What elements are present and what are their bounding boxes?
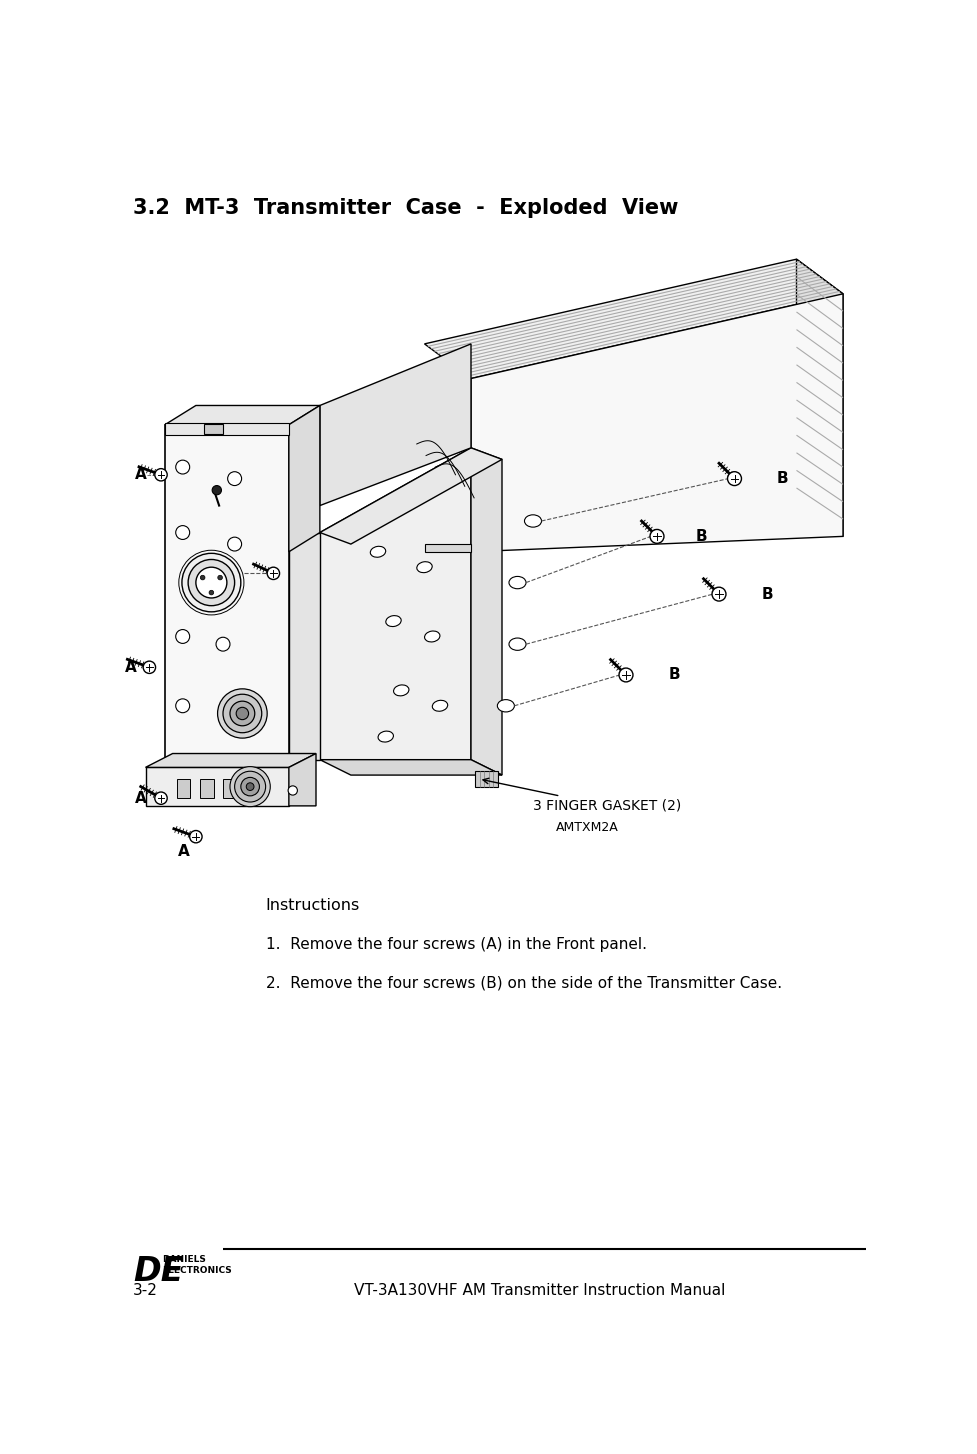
Polygon shape bbox=[165, 425, 288, 768]
Polygon shape bbox=[165, 756, 288, 768]
Text: DANIELS: DANIELS bbox=[162, 1255, 206, 1264]
Circle shape bbox=[182, 554, 240, 612]
Polygon shape bbox=[288, 753, 316, 806]
Text: B: B bbox=[668, 667, 680, 682]
Text: 3 FINGER GASKET (2): 3 FINGER GASKET (2) bbox=[483, 778, 681, 813]
Text: A: A bbox=[135, 791, 147, 806]
Circle shape bbox=[727, 471, 741, 486]
Circle shape bbox=[618, 667, 632, 682]
Text: VT-3A130VHF AM Transmitter Instruction Manual: VT-3A130VHF AM Transmitter Instruction M… bbox=[354, 1284, 725, 1298]
Ellipse shape bbox=[378, 731, 393, 742]
Text: A: A bbox=[124, 660, 136, 675]
Text: 2.  Remove the four screws (B) on the side of the Transmitter Case.: 2. Remove the four screws (B) on the sid… bbox=[266, 976, 781, 990]
Polygon shape bbox=[223, 779, 236, 798]
Circle shape bbox=[223, 694, 262, 733]
Polygon shape bbox=[319, 759, 501, 775]
Ellipse shape bbox=[416, 561, 432, 573]
Circle shape bbox=[235, 707, 248, 720]
Polygon shape bbox=[424, 544, 471, 551]
Ellipse shape bbox=[393, 685, 408, 696]
Circle shape bbox=[217, 689, 267, 739]
Polygon shape bbox=[795, 259, 842, 537]
Polygon shape bbox=[203, 425, 223, 433]
Circle shape bbox=[188, 560, 234, 606]
Text: 3-2: 3-2 bbox=[133, 1284, 158, 1298]
Text: A: A bbox=[178, 845, 190, 859]
Polygon shape bbox=[424, 259, 842, 378]
Polygon shape bbox=[319, 448, 471, 759]
Circle shape bbox=[176, 699, 190, 712]
Circle shape bbox=[195, 567, 227, 598]
Text: 1.  Remove the four screws (A) in the Front panel.: 1. Remove the four screws (A) in the Fro… bbox=[266, 936, 646, 952]
Circle shape bbox=[228, 471, 241, 486]
Polygon shape bbox=[288, 532, 319, 759]
Circle shape bbox=[154, 792, 167, 804]
Circle shape bbox=[143, 662, 155, 673]
Circle shape bbox=[230, 701, 255, 726]
Polygon shape bbox=[471, 294, 842, 551]
Circle shape bbox=[234, 771, 266, 803]
Circle shape bbox=[240, 778, 259, 795]
Circle shape bbox=[218, 576, 222, 580]
Circle shape bbox=[212, 486, 221, 494]
Text: Instructions: Instructions bbox=[266, 899, 360, 913]
Text: DE: DE bbox=[133, 1255, 184, 1288]
Circle shape bbox=[190, 830, 202, 843]
Circle shape bbox=[267, 567, 279, 580]
Ellipse shape bbox=[385, 615, 401, 627]
Text: AMTXM2A: AMTXM2A bbox=[556, 822, 618, 835]
Circle shape bbox=[246, 782, 254, 791]
Polygon shape bbox=[199, 779, 214, 798]
Circle shape bbox=[209, 590, 214, 595]
Text: B: B bbox=[761, 586, 773, 602]
Circle shape bbox=[650, 529, 663, 544]
Circle shape bbox=[176, 525, 190, 539]
Polygon shape bbox=[288, 406, 319, 551]
Polygon shape bbox=[319, 345, 471, 506]
Circle shape bbox=[228, 707, 241, 720]
Ellipse shape bbox=[424, 631, 440, 643]
Text: B: B bbox=[777, 471, 787, 486]
Ellipse shape bbox=[508, 638, 526, 650]
Ellipse shape bbox=[524, 515, 541, 528]
Circle shape bbox=[711, 587, 725, 601]
Ellipse shape bbox=[432, 701, 447, 711]
Polygon shape bbox=[319, 448, 501, 544]
Polygon shape bbox=[165, 406, 319, 425]
Circle shape bbox=[200, 576, 205, 580]
Circle shape bbox=[288, 785, 297, 795]
Polygon shape bbox=[146, 768, 288, 806]
Circle shape bbox=[230, 766, 270, 807]
Polygon shape bbox=[471, 448, 501, 775]
Circle shape bbox=[176, 630, 190, 644]
Text: 3.2  MT-3  Transmitter  Case  -  Exploded  View: 3.2 MT-3 Transmitter Case - Exploded Vie… bbox=[133, 198, 678, 218]
Ellipse shape bbox=[508, 576, 526, 589]
Text: A: A bbox=[135, 467, 147, 483]
Circle shape bbox=[154, 468, 167, 481]
Polygon shape bbox=[475, 771, 497, 787]
Circle shape bbox=[228, 537, 241, 551]
Text: B: B bbox=[695, 529, 706, 544]
Polygon shape bbox=[146, 753, 316, 768]
Ellipse shape bbox=[497, 699, 514, 712]
Text: A: A bbox=[246, 564, 258, 579]
Circle shape bbox=[176, 459, 190, 474]
Ellipse shape bbox=[370, 547, 385, 557]
Polygon shape bbox=[165, 423, 288, 435]
Polygon shape bbox=[176, 779, 191, 798]
Circle shape bbox=[216, 637, 230, 651]
Text: ELECTRONICS: ELECTRONICS bbox=[162, 1265, 233, 1275]
